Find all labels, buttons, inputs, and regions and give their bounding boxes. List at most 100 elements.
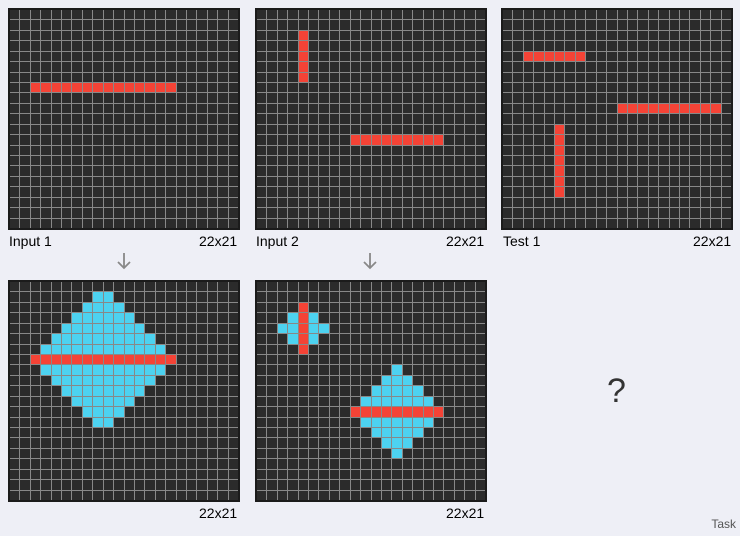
- grid-cell: [534, 10, 544, 20]
- grid-cell: [267, 417, 277, 427]
- grid-cell: [309, 428, 319, 438]
- grid-cell: [555, 218, 565, 228]
- grid-cell: [617, 208, 627, 218]
- grid-cell: [319, 302, 329, 313]
- grid-cell: [350, 62, 361, 72]
- grid-cell: [10, 334, 20, 344]
- grid-cell: [371, 176, 381, 187]
- grid-cell: [413, 396, 423, 407]
- grid-cell: [319, 386, 329, 396]
- grid-cell: [381, 375, 392, 386]
- grid-cell: [381, 355, 392, 365]
- grid-cell: [350, 480, 361, 490]
- grid-cell: [679, 20, 690, 30]
- grid-cell: [444, 344, 454, 354]
- grid-cell: [134, 469, 145, 480]
- grid-cell: [350, 93, 361, 103]
- grid-cell: [228, 407, 238, 417]
- grid-cell: [218, 208, 228, 218]
- grid-cell: [10, 282, 20, 292]
- grid-cell: [277, 10, 288, 20]
- grid-cell: [627, 156, 638, 166]
- grid-cell: [93, 10, 103, 20]
- grid-cell: [433, 355, 444, 365]
- grid-cell: [134, 448, 145, 459]
- grid-cell: [30, 459, 41, 469]
- grid-cell: [381, 197, 392, 208]
- grid-cell: [62, 218, 72, 228]
- grid-cell: [288, 323, 298, 334]
- grid-cell: [392, 386, 402, 396]
- grid-cell: [465, 83, 475, 93]
- grid-cell: [617, 83, 627, 93]
- grid-cell: [10, 145, 20, 155]
- grid-cell: [350, 197, 361, 208]
- grid-cell: [103, 114, 114, 124]
- grid-cell: [465, 459, 475, 469]
- grid-cell: [10, 41, 20, 51]
- grid-cell: [41, 135, 51, 145]
- grid-cell: [555, 20, 565, 30]
- grid-cell: [329, 459, 340, 469]
- grid-cell: [444, 407, 454, 417]
- grid-cell: [340, 51, 350, 62]
- grid-cell: [329, 124, 340, 135]
- grid-cell: [267, 428, 277, 438]
- grid-cell: [402, 282, 413, 292]
- grid-cell: [555, 187, 565, 197]
- grid-cell: [679, 41, 690, 51]
- grid-cell: [10, 438, 20, 448]
- grid-cell: [413, 197, 423, 208]
- grid-cell: [197, 51, 207, 62]
- grid-cell: [267, 302, 277, 313]
- grid-cell: [257, 480, 267, 490]
- grid-cell: [176, 103, 186, 114]
- grid-cell: [444, 10, 454, 20]
- grid-cell: [575, 124, 586, 135]
- grid-cell: [82, 438, 93, 448]
- grid-cell: [62, 156, 72, 166]
- grid-cell: [197, 197, 207, 208]
- grid-cell: [392, 428, 402, 438]
- grid-cell: [700, 51, 711, 62]
- grid-cell: [72, 197, 82, 208]
- grid-cell: [329, 41, 340, 51]
- grid-cell: [475, 292, 485, 302]
- grid-cell: [340, 302, 350, 313]
- grid-cell: [475, 490, 485, 500]
- grid-cell: [413, 218, 423, 228]
- grid-cell: [10, 490, 20, 500]
- grid-cell: [340, 208, 350, 218]
- grid-cell: [444, 197, 454, 208]
- grid-cell: [103, 292, 114, 302]
- grid-cell: [103, 334, 114, 344]
- grid-cell: [586, 10, 596, 20]
- grid-cell: [433, 396, 444, 407]
- grid-cell: [392, 62, 402, 72]
- grid-cell: [361, 438, 371, 448]
- grid-cell: [62, 187, 72, 197]
- grid-cell: [298, 313, 309, 323]
- grid-cell: [513, 103, 523, 114]
- grid-cell: [309, 187, 319, 197]
- grid-cell: [93, 480, 103, 490]
- grid-cell: [648, 145, 659, 155]
- grid-cell: [155, 30, 166, 41]
- grid-cell: [454, 156, 465, 166]
- grid-cell: [371, 51, 381, 62]
- grid-cell: [565, 10, 575, 20]
- grid-cell: [329, 282, 340, 292]
- grid-cell: [465, 10, 475, 20]
- grid-cell: [20, 93, 30, 103]
- grid-cell: [350, 135, 361, 145]
- grid-cell: [392, 313, 402, 323]
- grid-cell: [361, 135, 371, 145]
- grid-cell: [145, 218, 155, 228]
- grid-cell: [454, 313, 465, 323]
- grid-cell: [503, 83, 513, 93]
- grid-cell: [402, 490, 413, 500]
- grid-cell: [257, 448, 267, 459]
- grid-cell: [288, 197, 298, 208]
- grid-cell: [82, 386, 93, 396]
- grid-cell: [145, 375, 155, 386]
